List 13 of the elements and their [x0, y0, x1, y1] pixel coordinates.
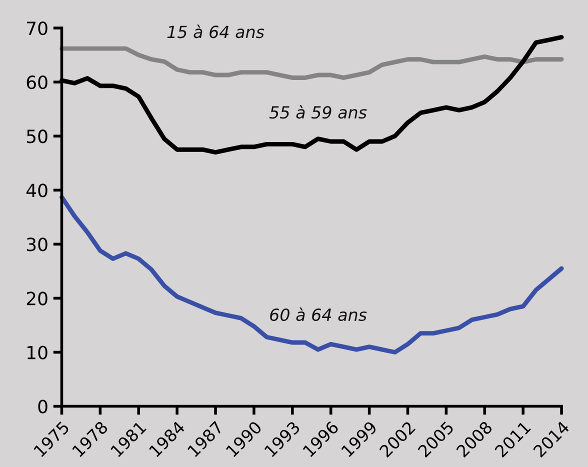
series-label: 15 à 64 ans — [167, 24, 264, 38]
line-series — [60, 194, 564, 354]
y-tick-label: 0 — [38, 400, 48, 414]
series-label: 60 à 64 ans — [270, 307, 367, 322]
line-series — [60, 46, 564, 80]
y-tick-label: 40 — [26, 184, 48, 198]
y-tick-label: 10 — [28, 346, 48, 360]
y-tick-label: 50 — [26, 130, 48, 144]
y-tick-label: 30 — [26, 238, 48, 252]
y-tick-label: 20 — [26, 292, 48, 306]
y-tick-label: 70 — [27, 21, 48, 36]
series-label: 55 à 59 ans — [269, 105, 367, 119]
y-tick-label: 60 — [26, 76, 48, 90]
